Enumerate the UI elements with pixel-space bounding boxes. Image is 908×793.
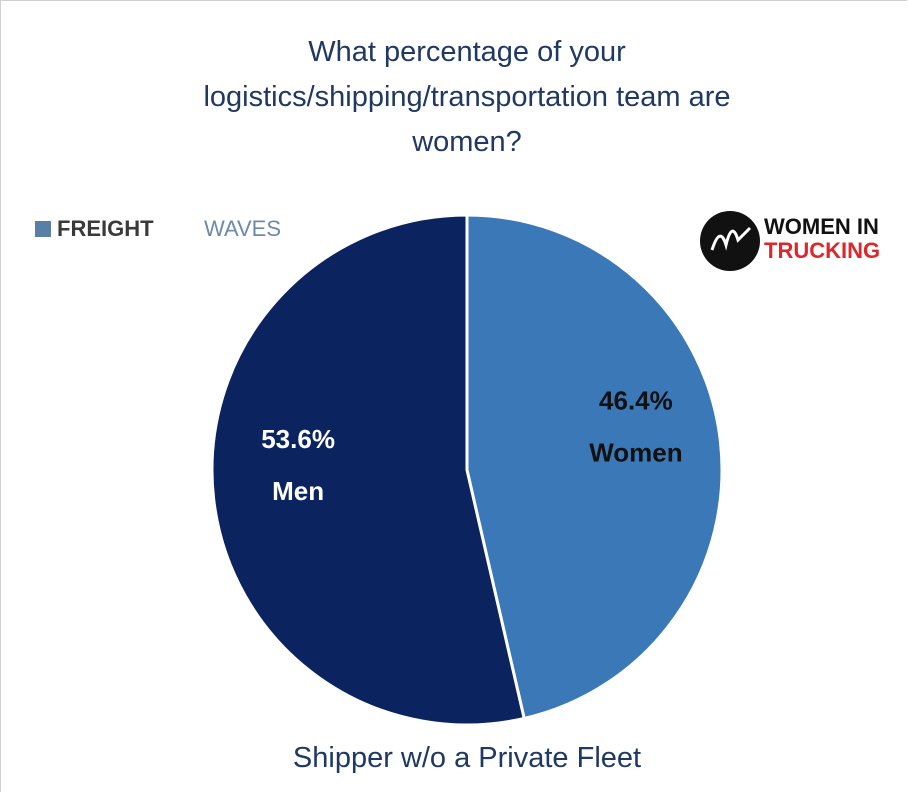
freightwaves-logo: FREIGHT WAVES xyxy=(35,216,281,241)
chart-subtitle: Shipper w/o a Private Fleet xyxy=(292,742,642,774)
wit-logo: WOMEN IN TRUCKING xyxy=(700,211,880,271)
logo-mark xyxy=(710,226,752,251)
logo-text: TRUCKING xyxy=(764,238,880,263)
logo-text: WAVES xyxy=(204,216,281,241)
logo-text: FREIGHT xyxy=(57,216,154,241)
category-label: Men xyxy=(272,476,324,506)
value-label: 46.4% xyxy=(599,386,673,416)
pie-slice xyxy=(465,213,724,721)
logo-text: WOMEN IN xyxy=(764,214,879,239)
category-label: Women xyxy=(589,438,682,468)
pie-slice xyxy=(210,213,526,727)
value-label: 53.6% xyxy=(261,424,335,454)
chart-title: What percentage of your logistics/shippi… xyxy=(203,36,731,158)
logo-icon xyxy=(35,221,51,237)
logo-icon xyxy=(700,211,760,271)
